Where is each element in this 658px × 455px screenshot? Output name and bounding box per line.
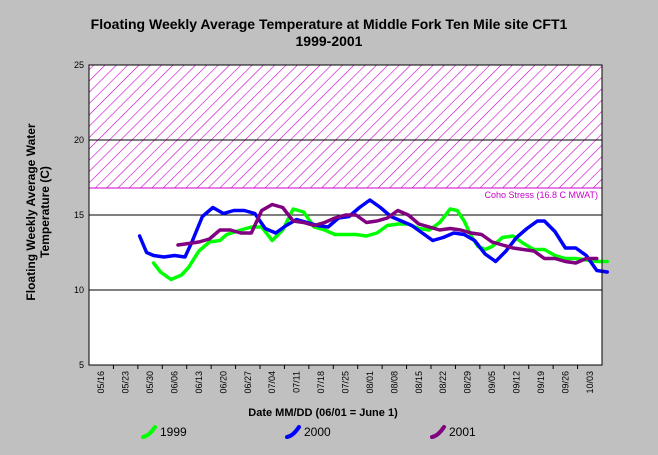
legend-label-2001: 2001: [449, 425, 476, 439]
series-line-2000: [137, 198, 609, 274]
x-tick-label: 05/30: [145, 371, 155, 394]
legend-item-2001: 2001: [430, 423, 476, 441]
legend-item-2000: 2000: [285, 423, 331, 441]
x-tick-label: 07/04: [267, 371, 277, 394]
y-tick-label-20: 20: [74, 135, 84, 145]
plot-border: [88, 64, 603, 366]
x-tick-label: 07/18: [316, 371, 326, 394]
x-tick-label: 09/05: [487, 371, 497, 394]
y-axis-label-line1: Floating Weekly Average Water: [24, 123, 38, 300]
chart-subtitle: 1999-2001: [295, 33, 363, 49]
x-tick-label: 08/15: [414, 371, 424, 394]
x-tick-label: 07/11: [292, 371, 302, 393]
x-tick-label: 08/01: [365, 371, 375, 394]
x-tick-label: 06/20: [218, 371, 228, 394]
plot-area: Coho Stress (16.8 C MWAT) 5 10 15 20 25 05/16 0…: [74, 60, 609, 394]
legend-swatch-2000: [285, 425, 301, 439]
legend-swatch-2001: [430, 425, 446, 439]
series-line-1999: [151, 207, 609, 282]
x-tick-label: 07/25: [341, 371, 351, 394]
y-axis-label-line2: Temperature (C): [38, 166, 52, 258]
x-tick-label: 08/29: [463, 371, 473, 394]
x-tick-label: 05/23: [121, 371, 131, 394]
x-tick-label: 09/26: [560, 371, 570, 394]
threshold-label: Coho Stress (16.8 C MWAT): [484, 190, 598, 200]
series-line-2001: [176, 202, 599, 265]
x-tick-label: 10/03: [585, 371, 595, 394]
y-tick-label-10: 10: [74, 285, 84, 295]
y-tick-label-25: 25: [74, 60, 84, 70]
threshold-band: [88, 64, 603, 189]
x-tick-label: 09/12: [512, 371, 522, 394]
x-axis-label: Date MM/DD (06/01 = June 1): [248, 407, 398, 419]
x-tick-label: 08/22: [438, 371, 448, 394]
legend-label-2000: 2000: [304, 425, 331, 439]
y-tick-label-15: 15: [74, 210, 84, 220]
legend-label-1999: 1999: [160, 425, 187, 439]
x-tick-label: 09/19: [536, 371, 546, 394]
y-tick-label-5: 5: [79, 360, 84, 370]
x-tick-label: 06/13: [194, 371, 204, 394]
legend-swatch-1999: [141, 425, 157, 439]
x-tick-label: 06/27: [243, 371, 253, 394]
x-tick-label: 08/08: [389, 371, 399, 394]
x-tick-label: 05/16: [96, 371, 106, 394]
legend-item-1999: 1999: [141, 423, 187, 441]
chart-title: Floating Weekly Average Temperature at M…: [90, 16, 568, 32]
x-tick-label: 06/06: [170, 371, 180, 394]
